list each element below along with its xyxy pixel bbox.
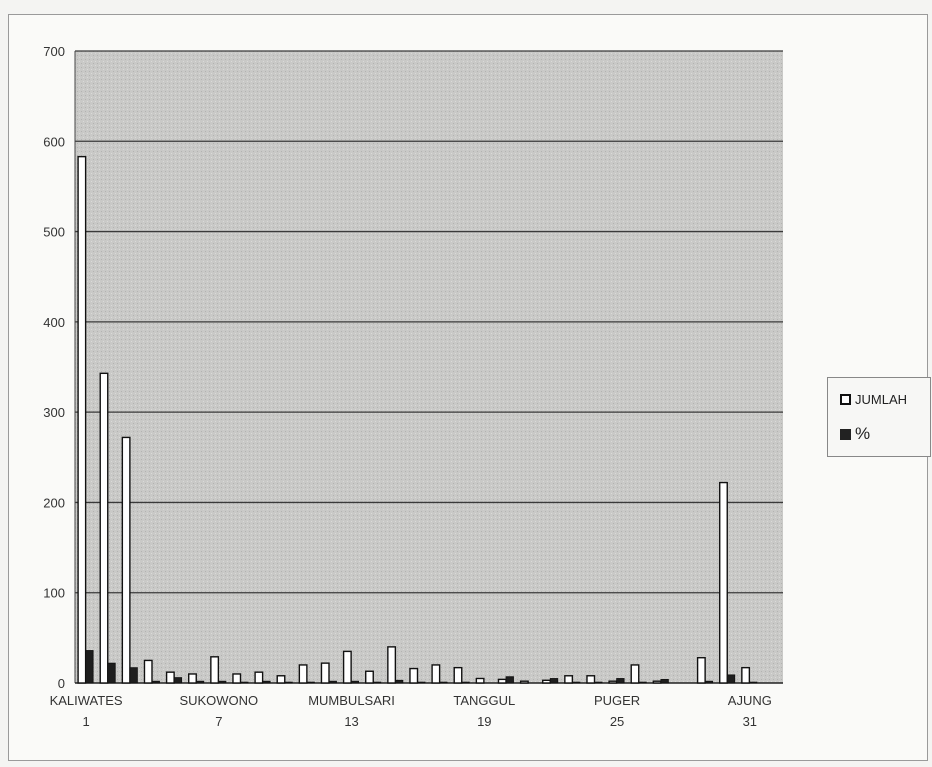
bar-jumlah-15 [387,646,397,684]
y-tick-label-200: 200 [43,495,65,510]
bar-jumlah-26 [630,664,640,684]
legend-label-percent: % [855,424,871,443]
bar-percent-25 [616,678,625,684]
y-tick-label-700: 700 [43,44,65,59]
bar-percent-23 [571,681,581,684]
y-tick-label-0: 0 [58,676,65,691]
x-label-number-13: 13 [344,714,358,729]
x-label-name-1: KALIWATES [50,693,123,708]
bar-jumlah-4 [143,659,153,684]
bar-jumlah-19 [475,677,485,684]
legend: JUMLAH % [827,377,931,457]
bar-percent-7 [217,680,227,684]
bar-jumlah-13 [342,650,352,684]
bar-jumlah-8 [232,673,242,684]
bar-jumlah-11 [298,664,308,684]
bar-percent-22 [549,678,559,684]
bar-jumlah-6 [188,673,197,684]
x-label-number-31: 31 [743,714,757,729]
bar-jumlah-10 [276,675,286,684]
bar-percent-26 [638,681,647,684]
bar-percent-4 [151,680,160,684]
bar-percent-17 [439,681,448,684]
bar-jumlah-25 [608,680,618,684]
bar-percent-27 [660,678,669,684]
bar-percent-13 [350,680,360,684]
bar-jumlah-20 [497,678,507,684]
bar-percent-11 [306,681,315,684]
bar-jumlah-2 [99,372,109,684]
bar-percent-31 [748,681,758,684]
legend-label-jumlah: JUMLAH [855,392,908,407]
legend-item-percent: % [840,424,870,444]
bar-percent-15 [394,679,404,684]
bar-jumlah-23 [564,675,574,684]
bar-percent-24 [594,681,603,684]
bar-percent-29 [704,680,714,684]
bar-jumlah-27 [652,680,662,684]
bar-jumlah-14 [365,670,374,684]
bar-percent-20 [505,676,514,684]
bar-percent-18 [461,681,470,684]
y-tick-label-100: 100 [43,586,65,601]
y-tick-label-600: 600 [43,134,65,149]
x-label-name-19: TANGGUL [453,693,515,708]
x-label-name-25: PUGER [594,693,640,708]
bar-jumlah-18 [453,666,463,684]
legend-swatch-percent [840,428,851,440]
bar-jumlah-29 [696,657,706,684]
x-label-number-1: 1 [82,714,89,729]
x-label-name-31: AJUNG [728,693,772,708]
bar-percent-9 [262,680,271,684]
x-label-number-25: 25 [610,714,624,729]
bar-jumlah-16 [409,667,419,684]
bar-percent-30 [726,674,736,684]
bar-percent-8 [240,681,249,684]
plot-area [75,51,783,683]
bar-percent-10 [284,681,293,684]
bar-jumlah-9 [254,671,264,684]
bar-percent-6 [195,680,205,684]
bar-jumlah-1 [77,155,87,684]
bar-percent-12 [328,680,337,684]
bar-jumlah-21 [519,680,529,684]
bar-percent-3 [129,667,138,684]
bar-jumlah-22 [542,679,551,684]
y-tick-label-300: 300 [43,405,65,420]
y-tick-label-400: 400 [43,315,65,330]
bar-jumlah-3 [121,436,131,684]
bar-percent-16 [417,681,426,684]
bar-jumlah-12 [320,662,330,684]
y-tick-label-500: 500 [43,225,65,240]
x-label-name-13: MUMBULSARI [308,693,395,708]
x-label-number-19: 19 [477,714,491,729]
bar-jumlah-17 [431,664,441,684]
chart-frame: 0 100 200 300 400 500 600 700 KALIWATES 1 SUKOWONO… [8,14,931,761]
bar-percent-14 [372,681,382,684]
bar-chart: 0 100 200 300 400 500 600 700 KALIWATES 1 SUKOWONO… [43,44,783,729]
bar-percent-5 [173,677,183,684]
bar-percent-1 [85,650,94,684]
bar-jumlah-24 [586,675,596,684]
bar-jumlah-30 [719,481,728,684]
legend-item-jumlah: JUMLAH [840,392,907,407]
x-label-name-7: SUKOWONO [179,693,258,708]
bar-jumlah-7 [210,656,220,684]
bar-jumlah-31 [741,666,751,684]
x-label-number-7: 7 [215,714,222,729]
bar-jumlah-5 [165,671,175,684]
bar-percent-2 [107,662,116,684]
legend-swatch-jumlah [840,394,851,405]
